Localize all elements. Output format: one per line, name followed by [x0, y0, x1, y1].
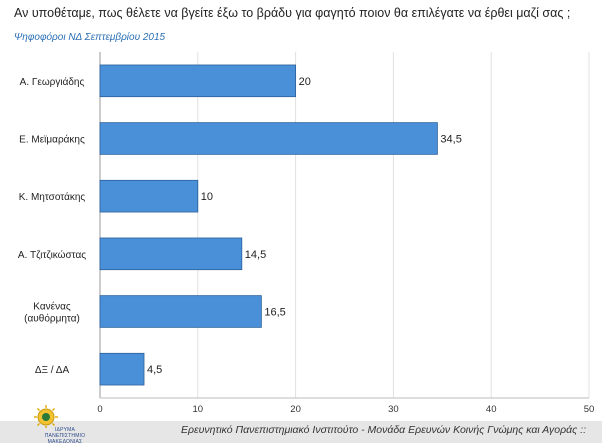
footer-band	[0, 421, 602, 443]
x-tick-label: 0	[97, 404, 102, 415]
bar	[99, 237, 243, 271]
x-tick-label: 30	[388, 404, 399, 415]
logo-line: ΜΑΚΕΔΟΝΙΑΣ	[47, 439, 83, 445]
sun-emblem-icon	[34, 405, 58, 428]
chart-subtitle: Ψηφοφόροι ΝΔ Σεπτεμβρίου 2015	[14, 32, 166, 43]
bar-chart: 0 10 20 30 40 50 20 Α. Γεωργιάδης 34,5 Ε. Μεϊμαρά…	[18, 52, 595, 415]
data-label: 34,5	[440, 134, 461, 146]
x-tick-label: 40	[486, 404, 497, 415]
x-tick-label: 50	[584, 404, 595, 415]
category-label: Κανένας	[33, 301, 71, 313]
category-label: Α. Τζιτζικώστας	[18, 249, 86, 261]
data-label: 16,5	[264, 307, 285, 319]
bar	[99, 295, 262, 328]
category-label: Κ. Μητσοτάκης	[19, 191, 86, 203]
data-label: 4,5	[147, 364, 162, 376]
category-label: (αυθόρμητα)	[24, 313, 80, 325]
footer-source: Ερευνητικό Πανεπιστημιακό Ινστιτούτο - Μ…	[180, 424, 586, 436]
x-tick-label: 10	[193, 404, 204, 415]
university-logo: ΙΔΡΥΜΑ ΠΑΝΕΠΙΣΤΗΜΙΟ ΜΑΚΕΔΟΝΙΑΣ	[30, 404, 100, 445]
category-label: ΔΞ / ΔΑ	[35, 365, 70, 376]
bar	[99, 179, 199, 213]
logo-caption: ΙΔΡΥΜΑ ΠΑΝΕΠΙΣΤΗΜΙΟ ΜΑΚΕΔΟΝΙΑΣ	[30, 427, 100, 445]
bar	[99, 352, 145, 386]
category-label: Ε. Μεϊμαράκης	[19, 134, 85, 146]
data-label: 14,5	[245, 249, 266, 261]
chart-title: Αν υποθέταμε, πως θέλετε να βγείτε έξω τ…	[14, 6, 571, 20]
x-tick-label: 20	[290, 404, 301, 415]
bar	[99, 122, 438, 155]
bar	[99, 64, 297, 98]
data-label: 10	[201, 191, 213, 203]
logo-line: ΙΔΡΥΜΑ	[54, 427, 76, 433]
category-label: Α. Γεωργιάδης	[20, 76, 85, 88]
logo-line: ΠΑΝΕΠΙΣΤΗΜΙΟ	[44, 433, 86, 439]
data-label: 20	[299, 76, 311, 88]
